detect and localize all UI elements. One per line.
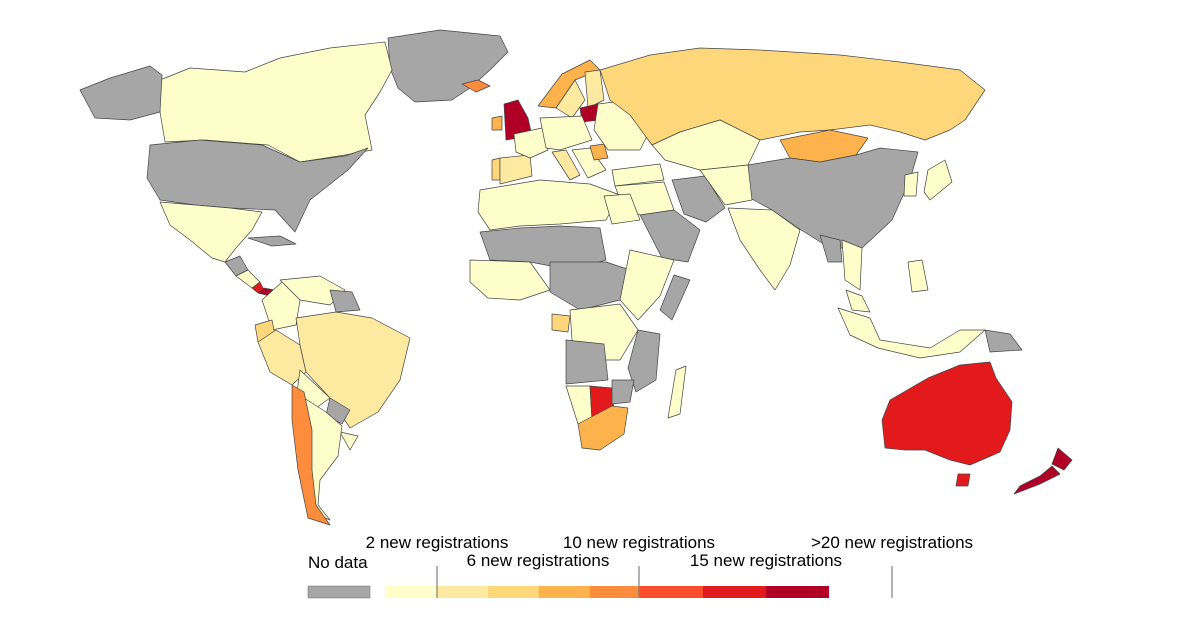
- legend-swatch-bin-1: [437, 586, 488, 598]
- legend-bins: [386, 586, 829, 598]
- legend-swatch-bin-5: [640, 586, 703, 598]
- legend-label-6: 6 new registrations: [467, 551, 610, 570]
- region-australia: [881, 361, 1013, 466]
- region-east-africa: [619, 249, 675, 321]
- legend-label-10: 10 new registrations: [563, 533, 715, 552]
- region-france: [513, 127, 549, 159]
- map-legend: No data 2 new registrations 6 new regist…: [307, 533, 973, 599]
- legend-swatch-no-data: [307, 585, 371, 599]
- region-iran: [671, 175, 726, 223]
- region-angola: [565, 339, 609, 385]
- region-india: [727, 207, 801, 291]
- region-nz-north: [1051, 447, 1073, 471]
- region-romania: [589, 143, 609, 161]
- region-sahel: [479, 225, 607, 271]
- region-uk: [503, 99, 533, 141]
- legend-swatch-bin-3: [539, 586, 590, 598]
- region-iceland: [461, 79, 491, 93]
- region-turkey: [611, 163, 665, 187]
- legend-label-20: >20 new registrations: [811, 533, 973, 552]
- region-thailand-vietnam: [819, 234, 843, 263]
- region-finland: [584, 69, 605, 109]
- region-russia: [599, 47, 986, 146]
- region-mexico: [159, 201, 263, 263]
- legend-label-no-data: No data: [308, 553, 368, 572]
- region-italy: [551, 149, 581, 181]
- region-balkans: [571, 147, 607, 179]
- region-central-africa: [549, 261, 631, 311]
- region-somalia: [659, 274, 691, 321]
- region-west-africa: [469, 259, 551, 301]
- region-japan: [923, 159, 953, 201]
- region-alaska: [79, 65, 163, 121]
- region-guianas: [329, 289, 361, 313]
- region-southeast-asia: [841, 239, 863, 291]
- region-philippines: [907, 259, 929, 293]
- region-madagascar: [667, 365, 687, 419]
- region-malaysia: [845, 289, 871, 313]
- region-sweden: [555, 79, 586, 119]
- legend-swatch-bin-0: [386, 586, 437, 598]
- legend-label-2: 2 new registrations: [366, 533, 509, 552]
- region-nz-south: [1013, 465, 1061, 495]
- region-central-asia: [699, 164, 753, 206]
- region-cuba: [247, 235, 297, 247]
- region-north-africa: [477, 179, 621, 231]
- region-korea: [903, 171, 919, 197]
- region-zimbabwe: [611, 379, 635, 405]
- region-tasmania: [955, 473, 971, 487]
- legend-swatch-bin-7: [766, 586, 829, 598]
- region-egypt: [603, 193, 641, 225]
- region-greenland: [387, 29, 509, 103]
- region-uruguay: [339, 431, 359, 451]
- region-usa: [146, 139, 369, 233]
- region-mozambique: [627, 329, 661, 393]
- region-central-europe: [539, 115, 593, 151]
- region-kazakhstan: [651, 119, 761, 171]
- region-gabon: [551, 313, 571, 333]
- region-brazil: [295, 311, 411, 429]
- region-saudi-arabia: [639, 209, 701, 263]
- legend-label-15: 15 new registrations: [690, 551, 842, 570]
- region-portugal: [491, 157, 501, 181]
- region-papua: [984, 329, 1023, 353]
- region-spain: [499, 154, 533, 185]
- countries-layer: [79, 29, 1073, 526]
- region-chile: [291, 384, 331, 526]
- region-ireland: [491, 115, 503, 131]
- legend-swatch-bin-4: [590, 586, 640, 598]
- legend-swatch-bin-2: [488, 586, 539, 598]
- region-south-africa: [577, 405, 629, 451]
- legend-swatch-bin-6: [703, 586, 766, 598]
- region-indonesia: [837, 307, 986, 359]
